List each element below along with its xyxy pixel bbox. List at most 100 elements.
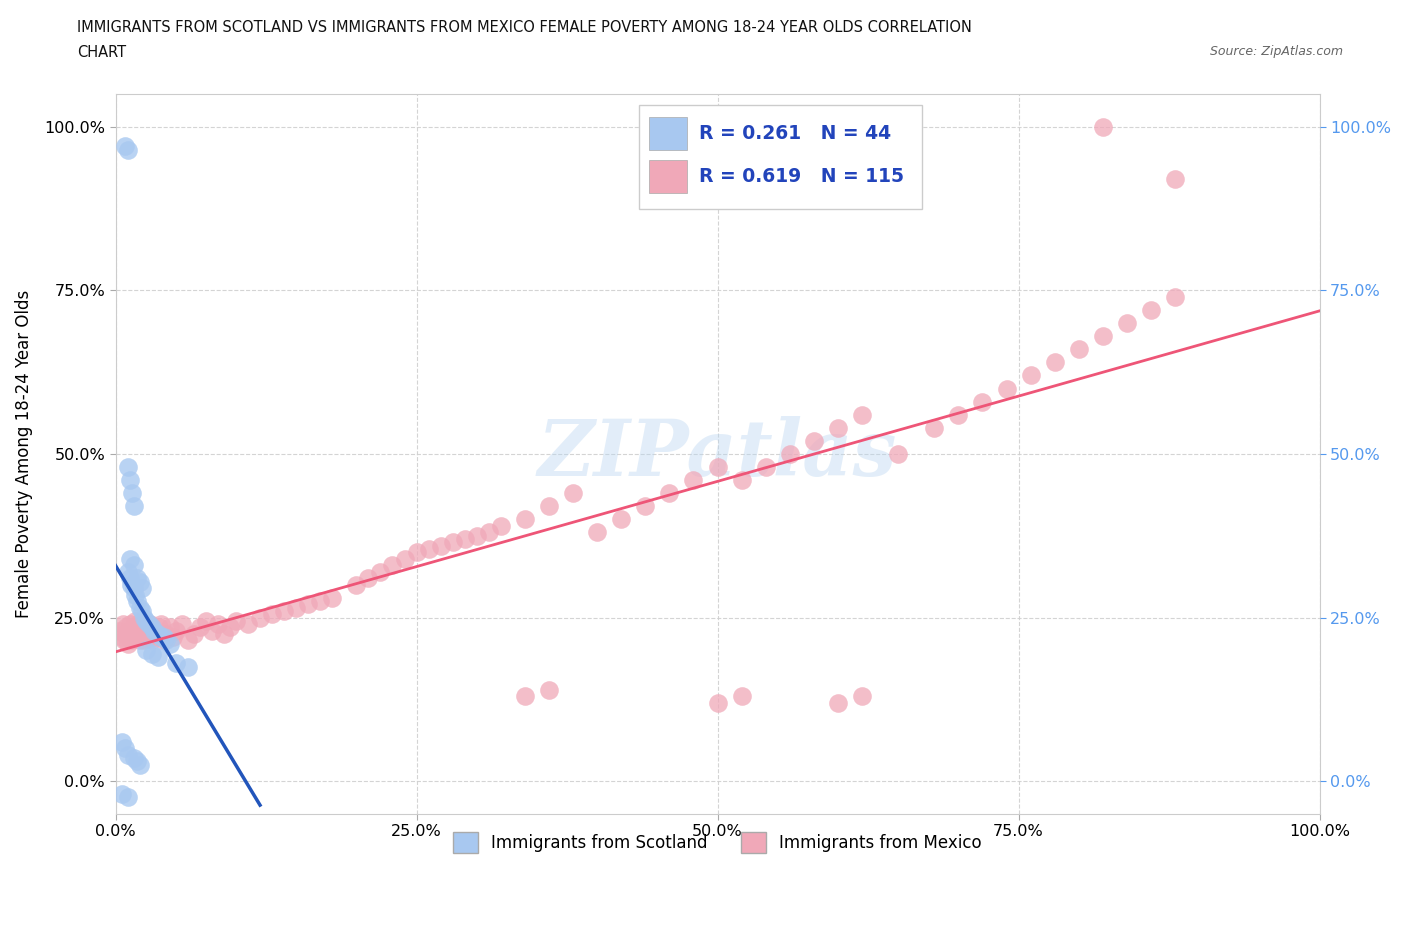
Point: [201, 623, 224, 638]
Point: [610, 512, 633, 526]
Point: [127, 571, 149, 586]
Point: [118, 571, 141, 586]
Point: [128, 627, 150, 642]
Point: [117, 142, 139, 157]
Point: [143, 623, 166, 638]
Point: [124, 587, 146, 602]
Point: [134, 610, 156, 625]
Point: [706, 459, 728, 474]
Point: [134, 633, 156, 648]
Point: [124, 614, 146, 629]
Point: [207, 617, 229, 631]
Point: [117, 623, 139, 638]
Point: [148, 620, 170, 635]
Point: [489, 519, 512, 534]
Point: [537, 682, 560, 697]
Point: [122, 498, 145, 513]
Point: [562, 485, 585, 500]
Point: [706, 695, 728, 710]
Point: [1019, 368, 1042, 383]
Point: [1164, 289, 1187, 304]
Point: [128, 574, 150, 589]
Point: [138, 617, 160, 631]
Point: [117, 790, 139, 804]
Point: [117, 748, 139, 763]
Text: Source: ZipAtlas.com: Source: ZipAtlas.com: [1209, 45, 1343, 58]
Point: [309, 593, 332, 608]
Point: [114, 139, 136, 153]
Point: [1091, 328, 1114, 343]
Point: [129, 620, 152, 635]
Point: [143, 630, 166, 644]
Point: [922, 420, 945, 435]
Point: [152, 630, 174, 644]
Point: [118, 617, 141, 631]
Point: [851, 407, 873, 422]
Point: [755, 459, 778, 474]
Point: [159, 620, 181, 635]
Point: [465, 528, 488, 543]
Point: [212, 627, 235, 642]
Point: [131, 604, 153, 618]
Point: [152, 633, 174, 648]
Point: [155, 627, 177, 642]
Point: [122, 580, 145, 595]
Point: [658, 485, 681, 500]
Point: [513, 512, 536, 526]
Point: [513, 688, 536, 703]
Point: [131, 580, 153, 595]
Point: [827, 695, 849, 710]
Point: [118, 551, 141, 566]
Point: [285, 600, 308, 615]
Point: [125, 630, 148, 644]
Point: [115, 620, 138, 635]
Text: R = 0.619   N = 115: R = 0.619 N = 115: [700, 167, 904, 186]
Point: [120, 578, 142, 592]
Point: [118, 630, 141, 644]
Point: [110, 735, 132, 750]
Point: [851, 688, 873, 703]
Point: [128, 633, 150, 648]
Point: [1140, 302, 1163, 317]
Point: [128, 600, 150, 615]
Text: R = 0.261   N = 44: R = 0.261 N = 44: [700, 124, 891, 143]
Y-axis label: Female Poverty Among 18-24 Year Olds: Female Poverty Among 18-24 Year Olds: [15, 290, 32, 618]
Point: [478, 525, 501, 540]
Point: [121, 485, 143, 500]
Point: [183, 627, 205, 642]
Point: [995, 381, 1018, 396]
Point: [127, 593, 149, 608]
Point: [219, 620, 242, 635]
Point: [139, 617, 162, 631]
Point: [165, 623, 187, 638]
Point: [357, 571, 380, 586]
Point: [344, 578, 367, 592]
Point: [111, 617, 134, 631]
Point: [297, 597, 319, 612]
Point: [141, 646, 163, 661]
Point: [1043, 355, 1066, 370]
Point: [405, 545, 427, 560]
Point: [394, 551, 416, 566]
Point: [370, 565, 392, 579]
Point: [117, 565, 139, 579]
Point: [948, 407, 970, 422]
Point: [682, 472, 704, 487]
Point: [537, 498, 560, 513]
Point: [730, 688, 752, 703]
Point: [146, 627, 169, 642]
Text: IMMIGRANTS FROM SCOTLAND VS IMMIGRANTS FROM MEXICO FEMALE POVERTY AMONG 18-24 YE: IMMIGRANTS FROM SCOTLAND VS IMMIGRANTS F…: [77, 20, 972, 35]
Point: [108, 623, 131, 638]
Point: [381, 558, 404, 573]
Point: [827, 420, 849, 435]
Point: [236, 617, 259, 631]
Point: [1091, 119, 1114, 134]
Point: [114, 741, 136, 756]
Point: [110, 787, 132, 802]
Text: CHART: CHART: [77, 45, 127, 60]
Point: [136, 630, 159, 644]
Point: [117, 459, 139, 474]
Point: [249, 610, 271, 625]
Text: ZIPatlas: ZIPatlas: [538, 416, 897, 492]
Point: [118, 472, 141, 487]
